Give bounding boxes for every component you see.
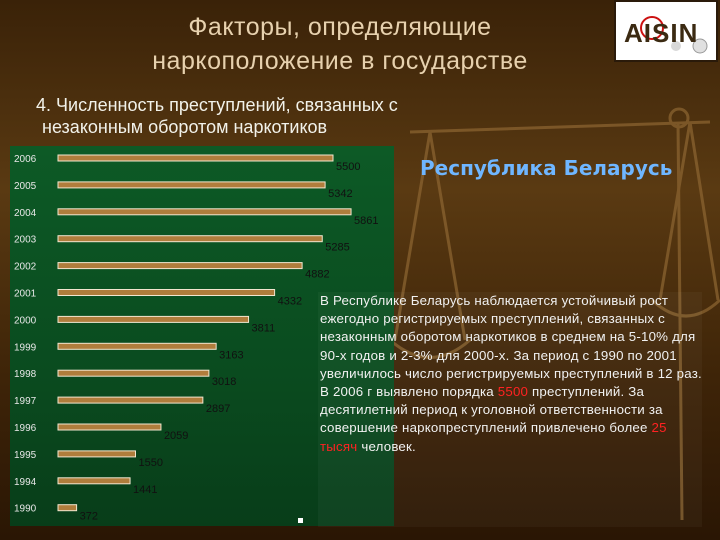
y-tick-label: 2002 [14,262,37,273]
data-label: 5285 [325,242,349,254]
slide-bullet-marker [298,518,303,523]
logo-text: AISIN [624,18,698,48]
description-part-3: человек. [357,438,416,454]
y-tick-label: 1997 [14,396,37,407]
title-line-1: Факторы, определяющие [188,13,492,41]
y-tick-label: 2005 [14,181,37,192]
highlight-persons-count: 25 тысяч [320,420,667,454]
bar [57,154,334,162]
section-heading: 4. Численность преступлений, связанных с… [36,94,596,138]
bar [57,396,204,404]
data-label: 1441 [133,484,157,496]
highlight-crimes-count: 5500 [497,384,529,400]
section-heading-line-1: 4. Численность преступлений, связанных с [36,95,398,115]
y-tick-label: 2004 [14,208,37,219]
slide-title: Факторы, определяющие наркоположение в г… [70,10,610,78]
bar [57,262,303,270]
bar [57,235,323,243]
data-label: 3018 [212,376,236,388]
y-tick-label: 2003 [14,235,37,246]
bar-chart: 2006 5500 2005 5342 2004 5861 2003 5285 2002 4882… [14,154,379,523]
y-tick-label: 1999 [14,342,37,353]
description-part-1: В Республике Беларусь наблюдается устойч… [320,293,702,400]
y-tick-label: 1995 [14,450,37,461]
data-label: 5342 [328,188,352,200]
scales-of-justice-icon [390,107,720,521]
data-label: 1550 [139,457,163,469]
title-line-2: наркоположение в государстве [152,47,528,75]
y-tick-label: 1990 [14,504,37,515]
bar [57,504,78,512]
bar [57,477,131,485]
bar [57,342,217,350]
y-tick-label: 2006 [14,154,37,165]
y-tick-label: 1994 [14,477,37,488]
bar [57,423,162,431]
bar [57,289,276,296]
y-tick-label: 2001 [14,289,37,300]
bar [57,450,136,458]
y-tick-label: 1996 [14,423,37,434]
description-text: В Республике Беларусь наблюдается устойч… [318,292,702,527]
data-label: 4882 [305,269,329,281]
y-tick-label: 2000 [14,315,37,326]
bar [57,369,210,377]
logo-graphic: AISIN [624,16,708,54]
data-label: 2897 [206,403,230,415]
description-part-2: преступлений. За десятилетний период к у… [320,384,663,436]
data-label: 2059 [164,430,188,442]
logo: AISIN [614,0,718,62]
data-label: 5500 [336,161,360,173]
bar [57,315,250,323]
bar [57,208,352,216]
data-label: 5861 [354,215,378,227]
y-tick-label: 1998 [14,369,37,380]
country-label: Республика Беларусь [420,156,673,180]
data-label: 3163 [219,349,243,361]
bar [57,181,326,189]
data-label: 372 [80,511,98,523]
data-label: 3811 [252,322,276,334]
chart-panel: 2006 5500 2005 5342 2004 5861 2003 5285 2002 4882… [10,146,394,526]
section-heading-line-2: незаконным оборотом наркотиков [42,117,328,137]
data-label: 4332 [278,296,302,308]
